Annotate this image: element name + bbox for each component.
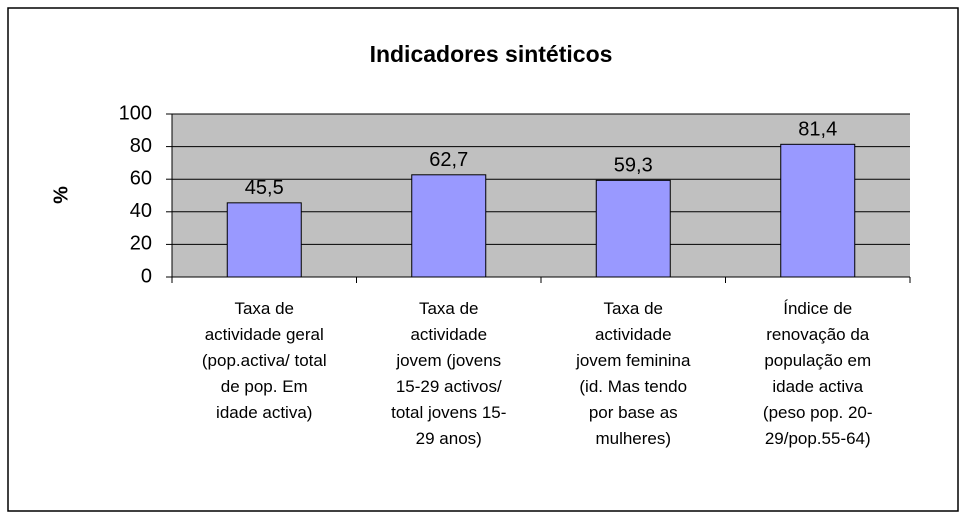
y-tick-label: 40	[130, 200, 152, 222]
value-label: 81,4	[798, 119, 837, 141]
x-tick-label: Taxa de actividade geral (pop.activa/ to…	[201, 299, 327, 422]
y-tick-label: 100	[119, 102, 152, 124]
value-label: 59,3	[614, 155, 653, 177]
x-tick-label: Taxa de actividade jovem (jovens 15-29 a…	[391, 299, 507, 448]
y-axis-label: %	[50, 186, 72, 204]
bar	[595, 179, 671, 278]
x-tick-label: Índice de renovação da população em idad…	[762, 299, 873, 448]
bar	[411, 174, 487, 278]
bar	[780, 143, 856, 278]
y-tick-label: 80	[130, 135, 152, 157]
chart-title: Indicadores sintéticos	[370, 41, 613, 67]
y-tick-label: 20	[130, 233, 152, 255]
value-label: 45,5	[245, 177, 284, 199]
value-label: 62,7	[429, 149, 468, 171]
y-tick-label: 0	[141, 265, 152, 287]
y-tick-label: 60	[130, 167, 152, 189]
bar	[226, 202, 302, 278]
x-tick-label: Taxa de actividade jovem feminina (id. M…	[576, 299, 691, 448]
